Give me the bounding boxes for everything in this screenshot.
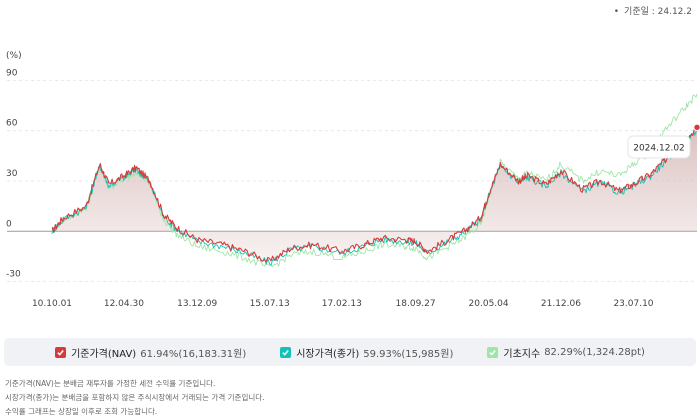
checkbox-checked-icon[interactable] <box>55 346 67 358</box>
footnote: 시장가격(종가)는 분배금을 포함하지 않은 주식시장에서 거래되는 가격 기준… <box>5 393 265 402</box>
checkbox-checked-icon[interactable] <box>280 346 292 358</box>
checkbox-checked-icon[interactable] <box>487 346 499 358</box>
x-axis-ticks: 10.10.01 12.04.30 13.12.09 15.07.13 17.02.13… <box>32 299 654 309</box>
footnote: 수익률 그래프는 상장일 이후로 조회 가능합니다. <box>5 407 158 416</box>
series-lines <box>51 93 698 268</box>
y-tick-label: 60 <box>6 119 18 129</box>
end-point-marker <box>693 123 700 132</box>
y-tick-label: 30 <box>6 169 18 179</box>
chart-tooltip: 2024.12.02 <box>627 123 700 159</box>
x-tick-label: 10.10.01 <box>32 299 72 309</box>
x-tick-label: 15.07.13 <box>250 299 290 309</box>
series-line <box>51 125 698 263</box>
x-tick-label: 12.04.30 <box>104 299 144 309</box>
x-tick-label: 23.07.10 <box>613 299 653 309</box>
tooltip-box <box>627 135 691 159</box>
legend-item-index[interactable]: 기초지수 82.29%(1,324.28pt) <box>487 345 645 360</box>
x-tick-label: 17.02.13 <box>322 299 362 309</box>
tooltip-date: 2024.12.02 <box>633 144 685 154</box>
base-date: • 기준일 : 24.12.2 <box>614 4 692 17</box>
x-tick-label: 18.09.27 <box>396 299 436 309</box>
legend-value: 82.29%(1,324.28pt) <box>544 346 645 358</box>
legend-label: 시장가격(종가) <box>296 348 360 360</box>
x-tick-label: 13.12.09 <box>177 299 217 309</box>
base-date-text: 기준일 : 24.12.2 <box>624 7 692 17</box>
footnotes: 기준가격(NAV)는 분배금 재투자를 가정한 세전 수익률 기준입니다. 시장… <box>5 377 265 419</box>
legend-label: 기초지수 <box>503 348 541 360</box>
nav-area-fill <box>52 125 697 262</box>
x-tick-label: 20.05.04 <box>469 299 509 309</box>
legend-value: 59.93%(15,985원) <box>363 348 454 360</box>
footnote: 기준가격(NAV)는 분배금 재투자를 가정한 세전 수익률 기준입니다. <box>5 379 216 388</box>
series-line <box>51 130 698 266</box>
x-tick-label: 21.12.06 <box>541 299 581 309</box>
y-axis-ticks: -30 0 30 60 90 <box>6 68 21 279</box>
legend-bar: 기준가격(NAV) 61.94%(16,183.31원) 시장가격(종가) 59… <box>4 338 696 366</box>
legend-value: 61.94%(16,183.31원) <box>140 348 247 360</box>
legend-label: 기준가격(NAV) <box>71 348 137 360</box>
legend-item-nav[interactable]: 기준가격(NAV) 61.94%(16,183.31원) <box>55 345 246 360</box>
bullet-dot-icon: • <box>613 7 620 17</box>
y-tick-label: 0 <box>6 219 12 229</box>
y-tick-label: -30 <box>6 270 21 280</box>
y-axis-unit: (%) <box>6 51 22 61</box>
y-tick-label: 90 <box>6 68 18 78</box>
legend-item-market-price[interactable]: 시장가격(종가) 59.93%(15,985원) <box>280 345 453 360</box>
